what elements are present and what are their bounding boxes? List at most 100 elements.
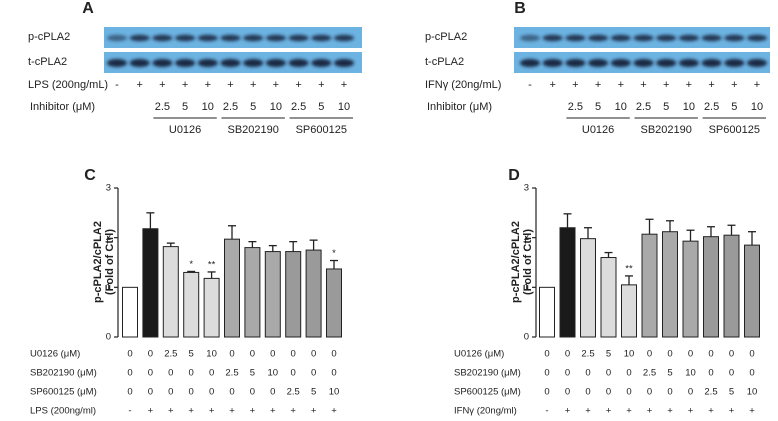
bar [305,249,322,338]
treatment-value: + [250,79,256,91]
treatment-value: + [618,79,624,91]
blot-row-label: t-cPLA2 [425,56,464,68]
blot-band [129,59,150,67]
blot-band [311,34,332,42]
bar [621,284,637,338]
condition-value: 0 [229,349,234,360]
treatment-value: + [754,79,760,91]
condition-label: U0126 (μM) [30,349,80,360]
bar [264,251,281,338]
treatment-value: + [295,79,301,91]
condition-value: 0 [168,368,173,379]
blot-row-label: p-cPLA2 [425,31,467,43]
condition-value: 10 [329,387,340,398]
condition-value: 0 [148,387,153,398]
blot-band [152,59,173,67]
blot-band [243,34,264,42]
group-label: SB202190 [228,124,279,136]
blot-band [724,34,745,42]
condition-value: 0 [331,349,336,360]
blot-band [197,59,218,67]
condition-value: 10 [268,368,279,379]
treatment-value: + [572,79,578,91]
y-tick-label: 1 [106,282,111,293]
blot-band [633,59,654,67]
y-axis-label-unit: (Fold of Ctrl) [522,229,534,295]
condition-label: U0126 (μM) [454,349,504,360]
blot-band [520,59,540,67]
condition-value: - [128,406,131,417]
condition-value: 2.5 [287,387,300,398]
bar [703,236,719,338]
condition-value: + [250,406,256,417]
blot-band [633,34,654,42]
inhibitor-value: 10 [615,101,627,113]
condition-value: - [545,406,548,417]
treatment-value: + [686,79,692,91]
condition-value: 5 [250,368,255,379]
bar [224,238,240,338]
condition-value: + [688,406,694,417]
condition-value: 0 [606,387,611,398]
treatment-label: IFNγ (20ng/mL) [425,79,501,91]
blot-band [175,34,196,42]
blot-band [747,34,767,42]
treatment-value: + [640,79,646,91]
blot-band [175,59,196,67]
inhibitor-value: 5 [731,101,737,113]
condition-value: 0 [585,387,590,398]
bar [142,228,159,338]
y-tick-label: 2 [106,232,111,243]
blot-band [678,34,699,42]
blot-band [565,59,586,67]
blot-band [265,34,286,42]
treatment-value: + [136,79,142,91]
condition-value: 0 [148,349,153,360]
treatment-value: - [115,79,119,91]
blot-band [678,59,699,67]
condition-value: 10 [747,387,758,398]
significance-mark: * [332,248,336,259]
y-tick-label: 1 [524,282,529,293]
condition-value: + [148,406,154,417]
inhibitor-value: 2.5 [704,101,719,113]
bar [662,231,678,338]
blot-band [107,59,127,67]
condition-value: 0 [291,368,296,379]
blot-band [334,34,354,42]
condition-value: + [229,406,235,417]
inhibitor-value: 2.5 [155,101,170,113]
condition-value: 0 [647,387,652,398]
condition-value: 0 [189,368,194,379]
condition-value: 0 [168,387,173,398]
y-axis-label: p-cPLA2/cPLA2 [510,221,522,303]
blot-band [542,59,563,67]
inhibitor-value: 10 [270,101,282,113]
condition-label: SP600125 (μM) [454,387,521,398]
condition-value: 0 [291,349,296,360]
condition-label: SB202190 (μM) [30,368,97,379]
condition-value: + [331,406,337,417]
blot-band [107,34,127,42]
condition-value: 5 [729,387,734,398]
blot-band [656,59,677,67]
condition-value: 0 [565,368,570,379]
group-label: U0126 [582,124,614,136]
y-tick-label: 0 [524,332,529,343]
condition-value: 0 [250,349,255,360]
inhibitor-value: 5 [595,101,601,113]
condition-value: + [168,406,174,417]
treatment-value: + [227,79,233,91]
condition-value: 2.5 [225,368,238,379]
blot-band [724,59,745,67]
bar [122,286,138,338]
inhibitor-value: 2.5 [568,101,583,113]
condition-value: 0 [250,387,255,398]
bar [539,286,555,338]
condition-value: 0 [127,387,132,398]
inhibitor-value: 2.5 [223,101,238,113]
condition-value: 0 [229,387,234,398]
condition-value: 0 [729,349,734,360]
blot-row-label: p-cPLA2 [28,31,70,43]
